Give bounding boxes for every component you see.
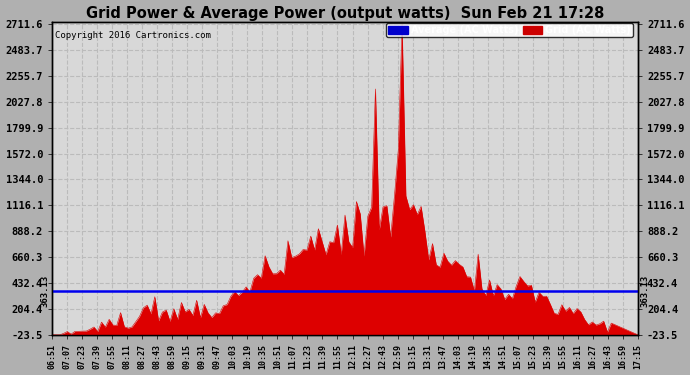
Text: 363.13: 363.13: [641, 275, 650, 307]
Text: 363.13: 363.13: [40, 275, 49, 307]
Title: Grid Power & Average Power (output watts)  Sun Feb 21 17:28: Grid Power & Average Power (output watts…: [86, 6, 604, 21]
Legend: Average (AC Watts), Grid (AC Watts): Average (AC Watts), Grid (AC Watts): [386, 24, 633, 38]
Text: Copyright 2016 Cartronics.com: Copyright 2016 Cartronics.com: [55, 31, 211, 40]
